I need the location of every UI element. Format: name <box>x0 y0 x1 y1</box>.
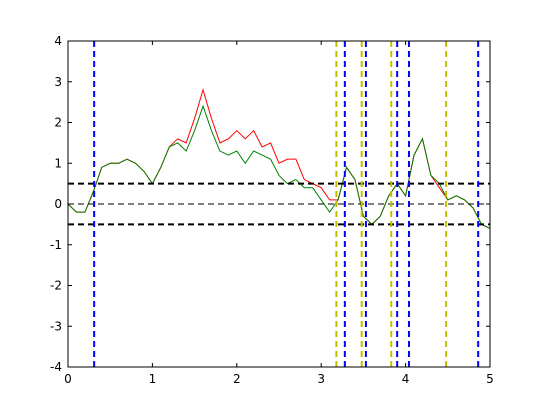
y-tick-label: 3 <box>54 75 62 89</box>
x-tick-label: 5 <box>486 372 494 386</box>
x-tick-label: 2 <box>233 372 241 386</box>
y-tick-label: -1 <box>50 238 62 252</box>
x-tick-label: 1 <box>149 372 157 386</box>
x-tick-label: 0 <box>64 372 72 386</box>
y-tick-label: 1 <box>54 156 62 170</box>
x-tick-label: 4 <box>402 372 410 386</box>
x-tick-label: 3 <box>317 372 325 386</box>
y-tick-label: -4 <box>50 360 62 374</box>
y-tick-label: 0 <box>54 197 62 211</box>
y-tick-label: -2 <box>50 279 62 293</box>
y-tick-label: 2 <box>54 116 62 130</box>
y-tick-label: -3 <box>50 319 62 333</box>
data-line <box>67 104 491 229</box>
y-tick-label: 4 <box>54 34 62 48</box>
